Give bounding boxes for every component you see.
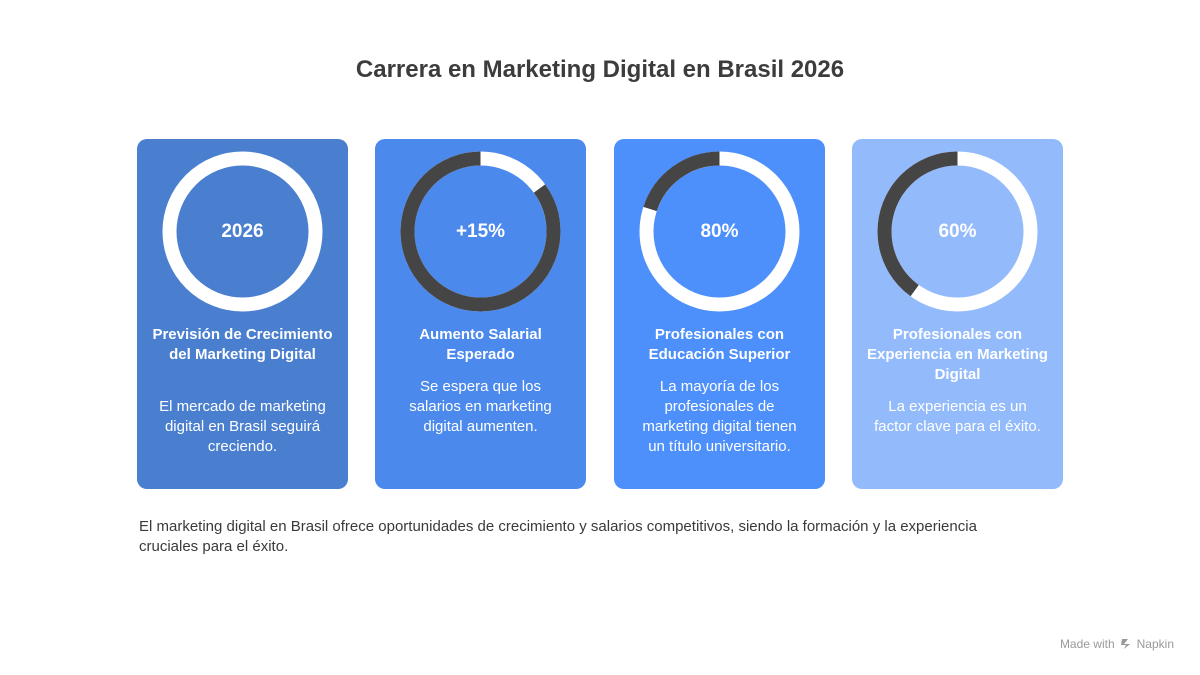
page-title: Carrera en Marketing Digital en Brasil 2…: [355, 56, 845, 83]
ring-progress-arc: [400, 151, 561, 312]
progress-ring: 2026: [162, 151, 323, 312]
ring-track: [162, 151, 323, 312]
card-description: La experiencia es un factor clave para e…: [874, 398, 1041, 435]
progress-ring: 80%: [639, 151, 800, 312]
progress-ring-graphic: [877, 151, 1038, 312]
card-description: La mayoría de los profesionales de marke…: [642, 378, 797, 455]
footer-attribution[interactable]: Made with Napkin: [1060, 637, 1174, 651]
ring-progress-arc: [877, 151, 1038, 312]
progress-ring: +15%: [400, 151, 561, 312]
card-title: Previsión de Crecimiento del Marketing D…: [152, 326, 333, 363]
card-salary-increase: +15% Aumento Salarial Esperado Se espera…: [375, 139, 586, 489]
footer-brand: Napkin: [1136, 637, 1174, 651]
summary-text: El marketing digital en Brasil ofrece op…: [139, 518, 977, 555]
ring-value: +15%: [455, 221, 506, 242]
card-description: El mercado de marketing digital en Brasi…: [159, 398, 326, 455]
napkin-logo-icon: [1120, 638, 1132, 650]
progress-ring-graphic: [400, 151, 561, 312]
progress-ring: 60%: [877, 151, 1038, 312]
footer-made-with: Made with: [1059, 637, 1115, 651]
card-description: Se espera que los salarios en marketing …: [409, 378, 552, 435]
ring-progress-arc: [639, 151, 800, 312]
card-higher-education: 80% Profesionales con Educación Superior…: [614, 139, 825, 489]
card-title: Profesionales con Educación Superior: [648, 326, 791, 363]
ring-value: 60%: [938, 221, 977, 242]
ring-value: 80%: [700, 221, 739, 242]
card-experience: 60% Profesionales con Experiencia en Mar…: [852, 139, 1063, 489]
card-growth-forecast: 2026 Previsión de Crecimiento del Market…: [137, 139, 348, 489]
card-title: Aumento Salarial Esperado: [419, 326, 542, 363]
progress-ring-graphic: [639, 151, 800, 312]
card-title: Profesionales con Experiencia en Marketi…: [867, 326, 1048, 383]
progress-ring-graphic: [162, 151, 323, 312]
ring-value: 2026: [221, 221, 264, 242]
